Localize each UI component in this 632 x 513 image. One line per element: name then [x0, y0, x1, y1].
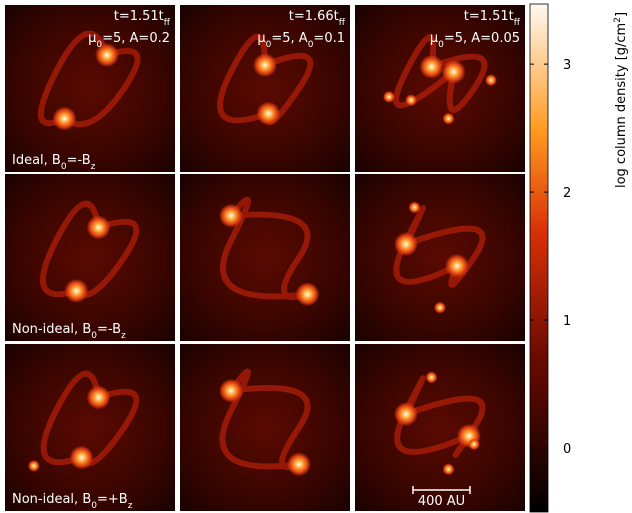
- star: [441, 59, 466, 84]
- star: [295, 282, 320, 307]
- star: [256, 101, 281, 126]
- panel-image: [355, 344, 525, 511]
- text-part: Non-ideal, B: [12, 492, 91, 507]
- text-part: log column density [g/cm: [614, 23, 629, 188]
- text-part: =5, A=0.2: [102, 31, 170, 46]
- superscript: 2: [613, 17, 623, 23]
- text-part: t=1.51t: [114, 9, 164, 24]
- row-label: Non-ideal, B0=+Bz: [12, 492, 133, 511]
- subscript: 0: [96, 40, 102, 50]
- text-part: =-B: [97, 322, 121, 337]
- star: [445, 253, 469, 278]
- text-part: μ: [88, 31, 96, 46]
- time-label: t=1.66tff: [289, 9, 346, 28]
- panel-image: [5, 344, 175, 511]
- text-part: =+B: [97, 492, 128, 507]
- subscript: ff: [514, 18, 521, 28]
- subscript: 0: [308, 40, 314, 50]
- star: [86, 385, 111, 410]
- time-label: t=1.51tff: [464, 9, 521, 28]
- star: [69, 445, 94, 470]
- panel-image: [180, 344, 350, 511]
- scale-bar-label: 400 AU: [418, 494, 465, 509]
- colorbar-tick-label: 1: [563, 314, 571, 329]
- star: [394, 402, 418, 427]
- subscript: 0: [91, 331, 97, 341]
- star: [64, 278, 89, 303]
- panel-image: [355, 174, 525, 341]
- panel-image: [180, 5, 350, 172]
- star: [95, 43, 119, 68]
- text-part: =-B: [67, 153, 91, 168]
- text-part: Ideal, B: [12, 153, 61, 168]
- star: [287, 452, 311, 477]
- star: [383, 90, 395, 103]
- star: [219, 378, 243, 403]
- subscript: 0: [91, 501, 97, 511]
- text-part: t=1.66t: [289, 9, 339, 24]
- star: [52, 106, 77, 131]
- subscript: ff: [339, 18, 346, 28]
- row-label: Ideal, B0=-Bz: [12, 153, 96, 172]
- panel-image: [355, 5, 525, 172]
- text-part: μ: [257, 31, 265, 46]
- text-part: ]: [614, 12, 629, 17]
- panel-image: [5, 174, 175, 341]
- colorbar-label: log column density [g/cm2]: [613, 12, 629, 188]
- subscript: 0: [266, 40, 272, 50]
- star: [434, 301, 446, 314]
- star: [27, 459, 40, 472]
- subscript: z: [128, 501, 133, 511]
- star: [86, 215, 111, 240]
- star: [468, 438, 480, 451]
- star: [485, 74, 497, 87]
- subscript: z: [121, 331, 126, 341]
- text-part: μ: [430, 31, 438, 46]
- colorbar-tick-label: 2: [563, 186, 571, 201]
- params-label: μ0=5, A=0.05: [430, 31, 520, 50]
- subscript: ff: [164, 18, 171, 28]
- subscript: 0: [61, 162, 67, 172]
- text-part: =0.1: [313, 31, 345, 46]
- panel-image: [180, 174, 350, 341]
- text-part: t=1.51t: [464, 9, 514, 24]
- star: [219, 203, 243, 228]
- star: [442, 112, 455, 125]
- subscript: z: [91, 162, 96, 172]
- colorbar-tick-label: 0: [563, 442, 571, 457]
- params-label: μ0=5, A=0.2: [88, 31, 170, 50]
- star: [405, 94, 418, 107]
- colorbar-tick-label: 3: [563, 58, 571, 73]
- star: [394, 232, 418, 257]
- text-part: =5, A: [271, 31, 307, 46]
- subscript: 0: [438, 40, 444, 50]
- time-label: t=1.51tff: [114, 9, 171, 28]
- star: [419, 54, 444, 79]
- params-label: μ0=5, A0=0.1: [257, 31, 345, 50]
- text-part: =5, A=0.05: [444, 31, 520, 46]
- star: [253, 53, 277, 78]
- text-part: Non-ideal, B: [12, 322, 91, 337]
- star: [425, 371, 438, 384]
- row-label: Non-ideal, B0=-Bz: [12, 322, 126, 341]
- colorbar: [529, 3, 549, 513]
- star: [442, 463, 455, 476]
- star: [408, 201, 421, 214]
